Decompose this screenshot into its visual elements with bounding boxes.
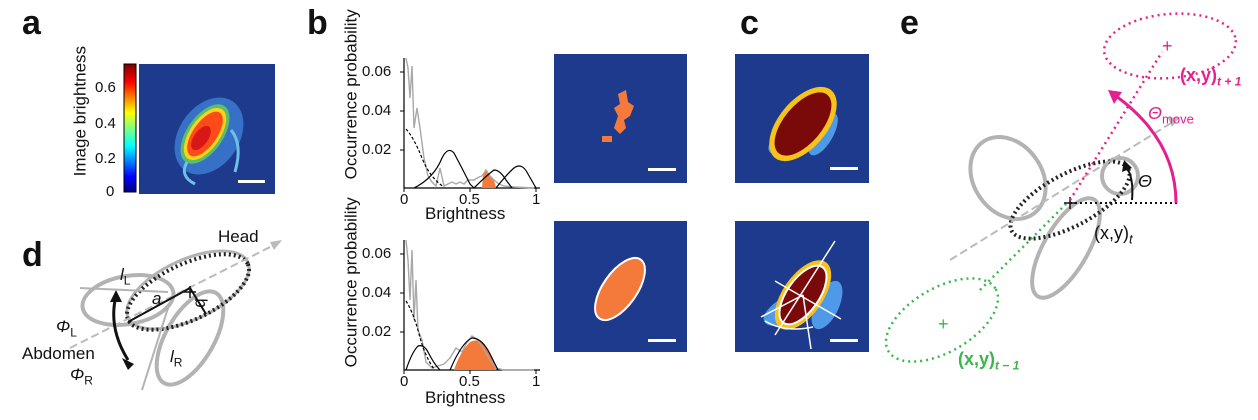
d-lR-label: lR (170, 348, 182, 369)
c-bottom-model-image (735, 221, 869, 352)
e-pos-t1-sub: t + 1 (1217, 74, 1242, 89)
colorbar-tick: 0.6 (95, 79, 116, 96)
b-top-ytick: 0.04 (362, 102, 392, 119)
b-bottom-ylabel: Occurrence probability (341, 197, 361, 368)
d-body-model-diagram (69, 240, 282, 391)
b-top-xtick: 0 (400, 191, 409, 208)
b-top-threshold-image (554, 54, 687, 183)
d-a-label: a (152, 289, 162, 308)
e-pos-t1-main: (x,y) (1180, 65, 1218, 85)
c-top-segmentation-image (735, 54, 869, 183)
colorbar-label: Image brightness (70, 45, 90, 177)
colorbar-tick: 0 (106, 183, 115, 200)
panel-letter-e: e (900, 4, 919, 42)
b-bottom-xtick: 1 (532, 373, 541, 390)
e-theta-move-sub: move (1162, 111, 1194, 127)
d-phiL-main: Φ (56, 317, 71, 336)
scale-bar (648, 168, 676, 171)
b-top-ytick: 0.02 (362, 141, 392, 158)
b-bottom-histogram-plot (400, 239, 540, 374)
b-top-xtick: 1 (532, 191, 541, 208)
d-phiL-label: ΦL (56, 318, 77, 339)
b-top-ytick: 0.06 (362, 63, 392, 80)
scale-bar (830, 339, 858, 342)
panel-letter-b: b (307, 4, 328, 42)
b-bottom-xlabel: Brightness (425, 388, 506, 407)
d-abdomen-label: Abdomen (22, 344, 95, 363)
scale-bar (648, 339, 676, 342)
d-lR-sub: R (173, 355, 183, 370)
b-bottom-ellipse-image (554, 221, 687, 352)
b-bottom-xtick: 0.5 (459, 373, 480, 390)
e-pos-t1-label: (x,y)t + 1 (1180, 66, 1241, 88)
b-top-histogram-plot (400, 57, 540, 192)
b-top-xtick: 0.5 (459, 191, 480, 208)
e-theta-move-label: Θmove (1148, 104, 1194, 126)
panel-letter-a: a (22, 4, 41, 42)
b-top-ylabel: Occurrence probability (341, 9, 361, 180)
e-pos-t-label: (x,y)t (1094, 224, 1133, 246)
b-bottom-xtick: 0 (400, 373, 409, 390)
e-pos-t-sub: t (1129, 231, 1133, 247)
b-bottom-ytick: 0.06 (362, 245, 392, 262)
e-theta-label: Θ (1138, 171, 1153, 191)
scale-bar (830, 167, 858, 170)
d-lL-label: lL (120, 266, 130, 287)
svg-text:+: + (1162, 36, 1173, 56)
colorbar (123, 63, 137, 193)
d-phiR-main: Φ (70, 365, 85, 384)
b-top-xlabel: Brightness (425, 204, 506, 223)
e-pos-tm1-label: (x,y)t − 1 (958, 350, 1019, 372)
d-phiL-sub: L (70, 325, 77, 340)
e-pos-tm1-main: (x,y) (958, 349, 996, 369)
d-head-label: Head (218, 227, 259, 246)
b-bottom-ytick: 0.04 (362, 284, 392, 301)
b-bottom-ytick: 0.02 (362, 323, 392, 340)
d-lL-sub: L (123, 273, 131, 288)
colorbar-tick: 0.2 (95, 150, 116, 167)
d-lL-main: l (120, 265, 124, 284)
fly-heatmap-image (139, 64, 275, 194)
d-phiR-sub: R (84, 373, 93, 388)
panel-letter-c: c (740, 4, 759, 42)
e-pos-tm1-sub: t − 1 (995, 358, 1020, 373)
d-phiR-label: ΦR (70, 366, 93, 387)
colorbar-tick: 0.4 (95, 115, 116, 132)
svg-text:+: + (938, 314, 949, 334)
panel-letter-d: d (22, 236, 43, 274)
scale-bar (238, 180, 265, 183)
e-theta-move-main: Θ (1148, 103, 1163, 123)
d-lR-main: l (170, 347, 174, 366)
e-pos-t-main: (x,y) (1094, 223, 1129, 243)
e-movement-diagram: + + (884, 12, 1238, 363)
